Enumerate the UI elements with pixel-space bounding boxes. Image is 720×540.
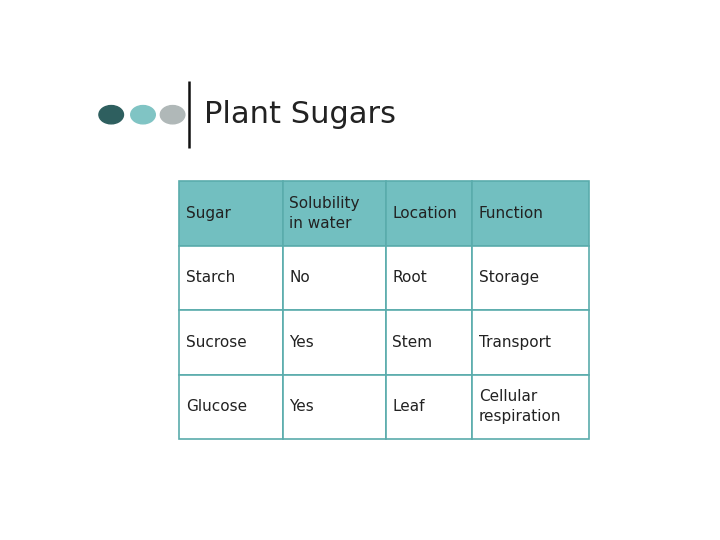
Text: Leaf: Leaf	[392, 399, 425, 414]
Bar	[386, 181, 472, 246]
Text: Root: Root	[392, 271, 427, 286]
Text: Sugar: Sugar	[186, 206, 231, 221]
Circle shape	[161, 105, 185, 124]
Bar	[282, 375, 386, 439]
Text: Cellular
respiration: Cellular respiration	[479, 389, 562, 424]
Text: Starch: Starch	[186, 271, 235, 286]
Text: Location: Location	[392, 206, 457, 221]
Text: Transport: Transport	[479, 335, 551, 350]
Bar	[472, 310, 590, 375]
Bar	[472, 181, 590, 246]
Bar	[386, 246, 472, 310]
Circle shape	[99, 105, 124, 124]
Bar	[472, 246, 590, 310]
Bar	[472, 375, 590, 439]
Bar	[282, 181, 386, 246]
Text: Glucose: Glucose	[186, 399, 247, 414]
Bar	[282, 246, 386, 310]
Bar	[282, 310, 386, 375]
Text: Plant Sugars: Plant Sugars	[204, 100, 397, 129]
Text: Function: Function	[479, 206, 544, 221]
Text: Yes: Yes	[289, 399, 314, 414]
Text: Sucrose: Sucrose	[186, 335, 247, 350]
Bar	[179, 310, 282, 375]
Circle shape	[131, 105, 156, 124]
Bar	[179, 181, 282, 246]
Text: Storage: Storage	[479, 271, 539, 286]
Text: Yes: Yes	[289, 335, 314, 350]
Bar	[386, 375, 472, 439]
Bar	[386, 310, 472, 375]
Bar	[179, 375, 282, 439]
Text: Stem: Stem	[392, 335, 433, 350]
Text: No: No	[289, 271, 310, 286]
Text: Solubility
in water: Solubility in water	[289, 196, 360, 231]
Bar	[179, 246, 282, 310]
